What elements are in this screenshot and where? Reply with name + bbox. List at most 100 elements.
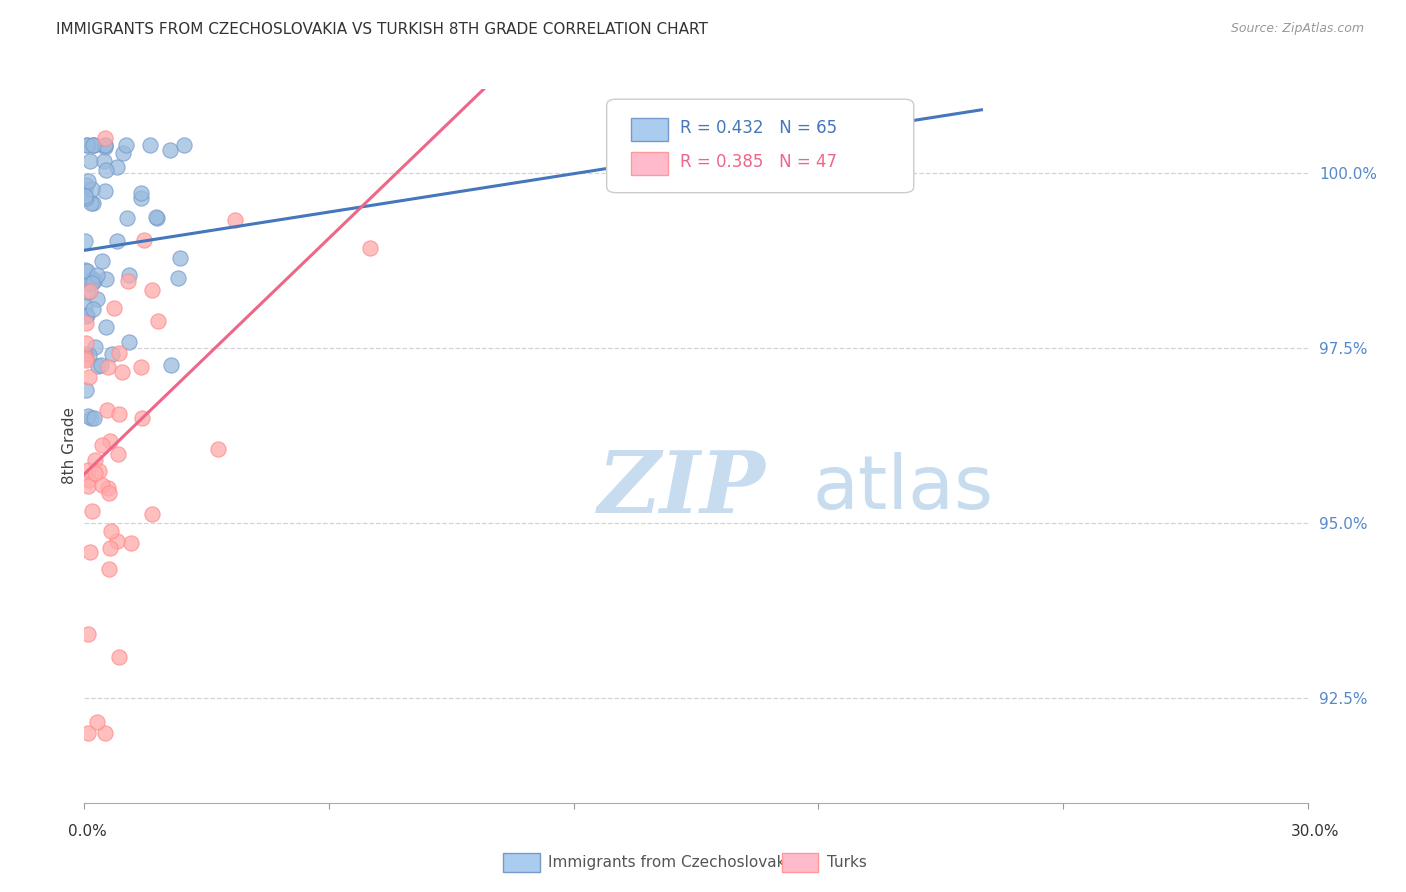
Point (76, 263, 98, 277)
Point (79, 370, 101, 384)
Text: ZIP: ZIP (598, 447, 766, 531)
Point (112, 146, 135, 161)
Point (83, 340, 105, 354)
Point (77, 277, 100, 291)
Point (115, 211, 138, 225)
Point (86, 268, 108, 282)
Point (90, 358, 112, 372)
Point (148, 314, 170, 328)
Point (97, 360, 120, 375)
Point (131, 410, 153, 425)
Point (80, 277, 103, 291)
Point (108, 346, 131, 360)
Point (107, 407, 129, 421)
Point (94, 138, 117, 153)
Point (82, 138, 104, 153)
Text: 0.0%: 0.0% (67, 824, 107, 838)
Point (160, 358, 183, 372)
Point (94, 138, 117, 153)
Point (93, 154, 115, 169)
Point (87, 464, 110, 478)
Point (118, 334, 141, 349)
Point (76, 138, 98, 153)
Point (98, 434, 121, 448)
Text: IMMIGRANTS FROM CZECHOSLOVAKIA VS TURKISH 8TH GRADE CORRELATION CHART: IMMIGRANTS FROM CZECHOSLOVAKIA VS TURKIS… (56, 22, 709, 37)
Point (98, 562, 121, 576)
Point (108, 650, 131, 665)
Point (77, 479, 100, 493)
Point (75, 336, 97, 351)
Point (141, 283, 163, 297)
Point (94, 271, 117, 285)
Point (97, 486, 120, 500)
Point (129, 360, 152, 375)
Point (77, 285, 100, 299)
Point (75, 383, 97, 397)
Point (889, 138, 911, 153)
Point (166, 271, 188, 285)
Point (131, 190, 153, 204)
Point (82, 138, 104, 153)
Point (86, 292, 108, 306)
Point (101, 347, 124, 361)
Point (73, 235, 96, 249)
Point (76, 463, 98, 477)
Point (80, 411, 103, 425)
Point (146, 211, 169, 226)
Point (93, 726, 115, 740)
Point (359, 241, 381, 255)
Point (105, 534, 128, 549)
Point (75, 178, 97, 192)
Text: Source: ZipAtlas.com: Source: ZipAtlas.com (1230, 22, 1364, 36)
Point (173, 138, 195, 153)
Point (111, 365, 134, 379)
Point (96, 162, 118, 177)
Point (75, 352, 97, 367)
Point (87, 359, 110, 373)
Point (96, 402, 118, 417)
Point (120, 536, 142, 550)
Point (141, 507, 163, 521)
Point (75, 309, 97, 323)
Point (139, 138, 162, 153)
Point (82, 196, 104, 211)
Point (75, 189, 97, 203)
Bar (631, 118, 668, 141)
Point (105, 235, 128, 249)
Point (77, 726, 100, 740)
Y-axis label: 8th Grade: 8th Grade (62, 408, 77, 484)
Point (207, 442, 229, 456)
FancyBboxPatch shape (606, 99, 914, 193)
Point (98, 541, 121, 556)
Point (97, 482, 120, 496)
Point (103, 301, 125, 315)
Point (76, 409, 98, 424)
Point (73, 182, 96, 196)
Point (73, 262, 96, 277)
Point (94, 319, 117, 334)
Point (83, 138, 105, 153)
Point (82, 182, 104, 196)
Point (145, 210, 167, 224)
Point (129, 186, 152, 200)
Point (75, 191, 97, 205)
Point (86, 715, 108, 730)
Point (134, 233, 156, 247)
Point (77, 348, 100, 362)
Point (117, 274, 139, 288)
Text: 30.0%: 30.0% (1291, 824, 1339, 838)
Point (76, 627, 98, 641)
Point (77, 473, 100, 487)
Text: Immigrants from Czechoslovakia: Immigrants from Czechoslovakia (548, 855, 800, 870)
Point (79, 284, 101, 298)
Point (75, 317, 97, 331)
Point (83, 274, 105, 288)
Point (107, 447, 129, 461)
Point (118, 268, 141, 282)
Point (79, 153, 101, 168)
Text: R = 0.385   N = 47: R = 0.385 N = 47 (681, 153, 837, 171)
Point (115, 138, 138, 153)
Point (82, 504, 104, 518)
Point (224, 213, 246, 227)
Point (93, 140, 115, 154)
